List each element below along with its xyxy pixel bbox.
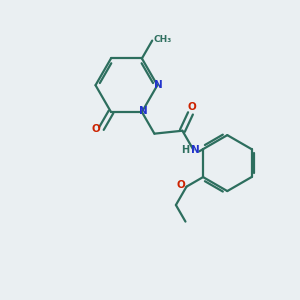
- Text: H: H: [181, 145, 189, 155]
- Text: O: O: [177, 180, 186, 190]
- Text: N: N: [154, 80, 163, 90]
- Text: N: N: [139, 106, 148, 116]
- Text: O: O: [92, 124, 100, 134]
- Text: O: O: [188, 103, 196, 112]
- Text: N: N: [191, 146, 200, 155]
- Text: CH₃: CH₃: [153, 34, 172, 43]
